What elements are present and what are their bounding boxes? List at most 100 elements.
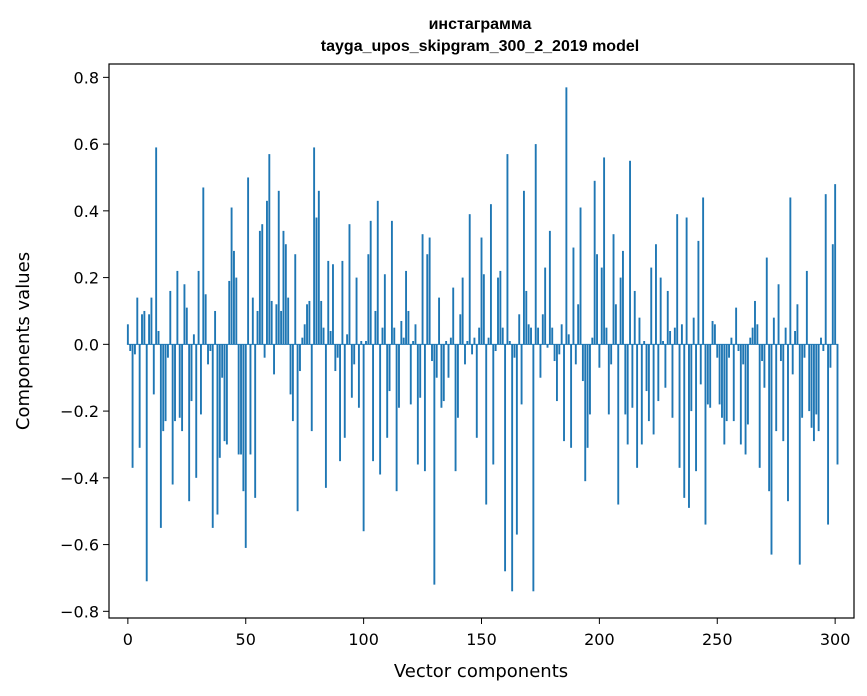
bar	[468, 214, 471, 345]
bar	[296, 344, 299, 512]
bar	[518, 314, 521, 345]
bar	[765, 257, 768, 345]
bar	[471, 344, 474, 355]
bar	[374, 310, 377, 345]
bar	[195, 344, 198, 478]
bar	[497, 277, 499, 345]
bar	[398, 344, 400, 408]
bar	[824, 194, 827, 345]
bar	[204, 294, 207, 345]
bar	[508, 341, 511, 345]
bar	[489, 204, 492, 345]
bar	[702, 197, 705, 345]
bar	[383, 274, 386, 345]
bar	[258, 230, 261, 345]
bar	[808, 344, 811, 412]
bar	[341, 260, 344, 345]
bar	[263, 344, 266, 358]
x-tick-label: 200	[584, 630, 615, 649]
bar	[216, 344, 219, 515]
bar	[445, 341, 448, 345]
bar	[291, 344, 294, 422]
bar	[301, 337, 304, 345]
bar	[174, 344, 176, 422]
bar	[138, 344, 141, 448]
bar	[647, 344, 650, 422]
bar	[435, 344, 438, 378]
bar	[315, 217, 318, 345]
bar	[515, 344, 518, 535]
bar	[723, 344, 726, 445]
bar	[261, 224, 264, 345]
bar	[761, 344, 763, 362]
bar	[633, 290, 636, 345]
bar	[188, 344, 191, 502]
bar	[327, 260, 330, 345]
bar	[820, 337, 822, 345]
bar	[553, 344, 556, 362]
bar	[251, 297, 254, 345]
bar	[459, 314, 462, 345]
bar	[504, 344, 507, 572]
bar	[407, 310, 410, 345]
bar	[690, 344, 693, 412]
bar	[211, 344, 214, 528]
bar	[332, 264, 334, 345]
x-tick-label: 50	[236, 630, 256, 649]
bar	[431, 344, 433, 362]
bar	[299, 344, 301, 372]
bar	[416, 344, 419, 465]
bar	[631, 344, 634, 408]
bar	[530, 327, 532, 345]
bar	[598, 344, 601, 368]
bar	[721, 344, 723, 418]
bar	[357, 344, 360, 408]
bar	[440, 344, 443, 408]
bar	[534, 144, 537, 345]
bar	[343, 344, 346, 438]
bar	[225, 344, 228, 445]
bar	[141, 314, 143, 345]
bar	[737, 344, 740, 352]
bar	[749, 337, 752, 345]
bar	[129, 344, 132, 352]
bar	[643, 341, 646, 345]
bar	[678, 344, 681, 468]
y-tick-label: 0.6	[74, 135, 99, 154]
bar	[589, 344, 591, 415]
y-tick-label: −0.2	[60, 402, 99, 421]
bar	[306, 304, 308, 345]
x-tick-label: 100	[348, 630, 379, 649]
bar	[388, 344, 391, 392]
bar	[570, 344, 573, 448]
bar	[428, 237, 431, 345]
bar	[541, 314, 544, 345]
bar	[584, 344, 587, 482]
bar	[223, 344, 226, 442]
bar	[567, 334, 570, 345]
bar	[520, 344, 523, 405]
bar	[145, 344, 148, 582]
bar	[671, 344, 674, 418]
bar	[390, 220, 393, 345]
bar	[629, 160, 631, 345]
bar	[284, 244, 287, 345]
bar	[586, 344, 589, 448]
bar	[426, 254, 429, 345]
bar	[652, 344, 655, 435]
chart-title: инстаграмма	[429, 16, 532, 33]
x-tick-label: 150	[466, 630, 497, 649]
bar	[803, 344, 806, 358]
bar	[322, 327, 325, 345]
bar	[810, 344, 813, 428]
bar	[447, 344, 450, 378]
bar	[664, 344, 667, 388]
bar	[556, 344, 558, 402]
bar	[230, 207, 233, 345]
bar	[136, 297, 139, 345]
bar	[600, 267, 603, 345]
bar	[501, 327, 504, 345]
bar	[662, 341, 664, 345]
bar	[772, 317, 775, 345]
